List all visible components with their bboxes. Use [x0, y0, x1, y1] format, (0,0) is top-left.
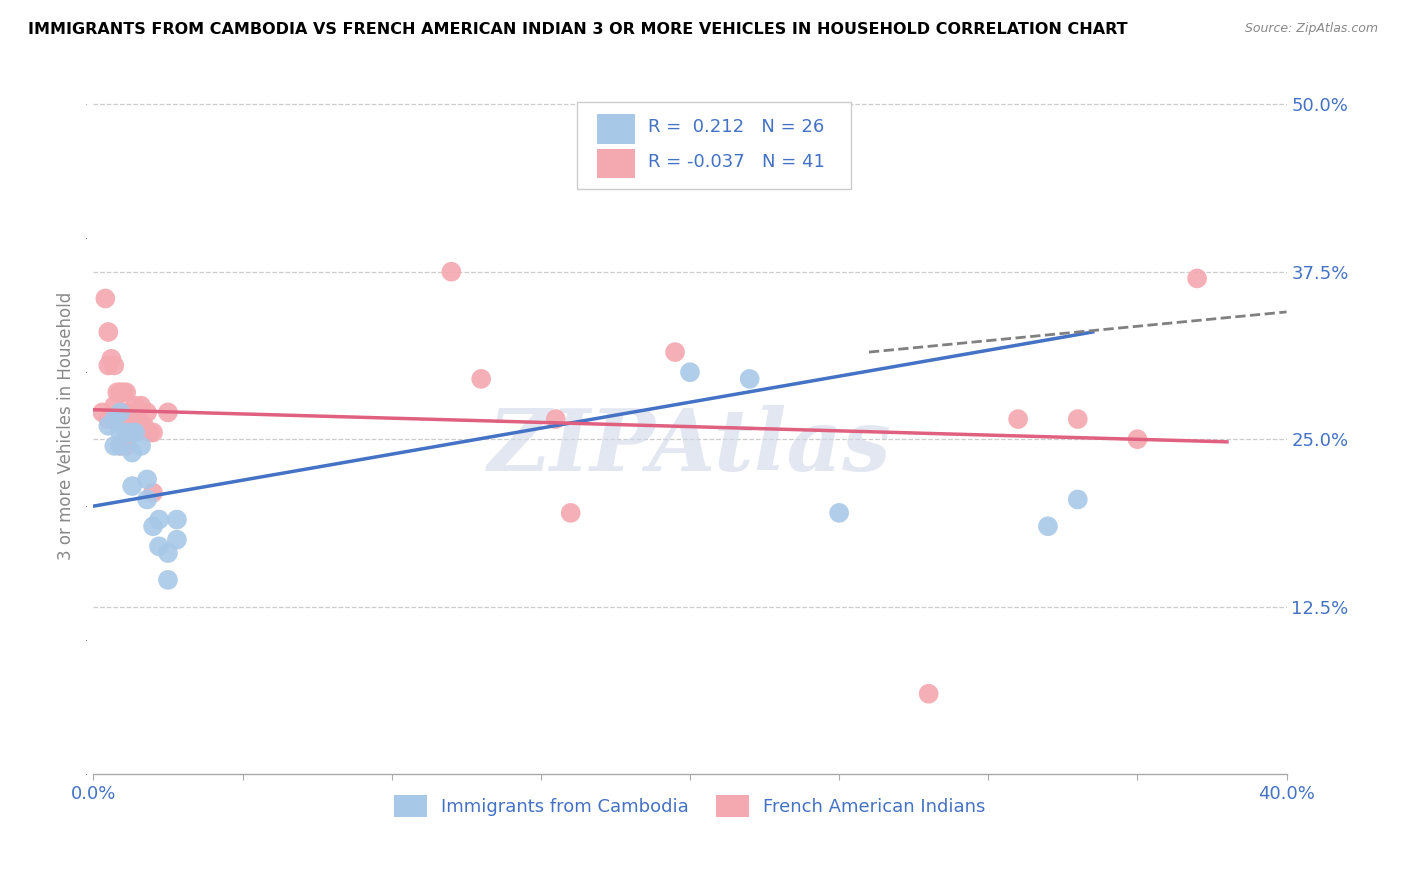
Point [91, 405, 114, 419]
FancyBboxPatch shape [598, 149, 636, 178]
Point [97, 359, 120, 373]
Point [103, 439, 125, 453]
Point [110, 405, 132, 419]
Point [738, 372, 761, 386]
Point [97, 418, 120, 433]
Point [110, 385, 132, 400]
Point [544, 412, 567, 426]
Point [560, 506, 582, 520]
Point [136, 405, 159, 419]
Point [132, 418, 155, 433]
Point [121, 479, 143, 493]
Point [156, 573, 179, 587]
Point [103, 359, 125, 373]
Point [1067, 492, 1090, 507]
Point [97, 325, 120, 339]
Point [121, 412, 143, 426]
Point [105, 412, 128, 426]
Point [156, 546, 179, 560]
Point [917, 687, 939, 701]
Point [112, 385, 135, 400]
Point [110, 405, 132, 419]
Point [121, 445, 143, 459]
Point [664, 345, 686, 359]
Point [139, 425, 162, 440]
Point [129, 439, 152, 453]
Point [110, 439, 132, 453]
Text: IMMIGRANTS FROM CAMBODIA VS FRENCH AMERICAN INDIAN 3 OR MORE VEHICLES IN HOUSEHO: IMMIGRANTS FROM CAMBODIA VS FRENCH AMERI… [28, 22, 1128, 37]
Point [440, 265, 463, 279]
Point [1185, 271, 1208, 285]
Point [142, 519, 165, 533]
Text: R =  0.212   N = 26: R = 0.212 N = 26 [648, 118, 824, 136]
Point [103, 412, 125, 426]
Text: ZIPAtlas: ZIPAtlas [488, 405, 891, 489]
FancyBboxPatch shape [576, 102, 851, 189]
Point [121, 425, 143, 440]
Point [124, 425, 146, 440]
Y-axis label: 3 or more Vehicles in Household: 3 or more Vehicles in Household [58, 292, 75, 560]
Point [156, 405, 179, 419]
Point [828, 506, 851, 520]
Point [97, 412, 120, 426]
Point [124, 399, 146, 413]
Point [166, 533, 188, 547]
Point [1126, 432, 1149, 446]
Point [115, 405, 138, 419]
Point [136, 492, 159, 507]
Point [136, 472, 159, 486]
Point [110, 439, 132, 453]
Point [142, 485, 165, 500]
Point [115, 385, 138, 400]
Point [105, 385, 128, 400]
Point [118, 405, 141, 419]
Point [142, 425, 165, 440]
Legend: Immigrants from Cambodia, French American Indians: Immigrants from Cambodia, French America… [387, 788, 993, 824]
Text: Source: ZipAtlas.com: Source: ZipAtlas.com [1244, 22, 1378, 36]
Point [1036, 519, 1059, 533]
Point [110, 425, 132, 440]
Point [1007, 412, 1029, 426]
FancyBboxPatch shape [598, 114, 636, 144]
Point [679, 365, 702, 379]
Point [127, 412, 149, 426]
Point [129, 399, 152, 413]
Point [94, 292, 117, 306]
Point [112, 405, 135, 419]
Point [148, 512, 170, 526]
Point [115, 439, 138, 453]
Point [148, 540, 170, 554]
Point [1067, 412, 1090, 426]
Point [124, 425, 146, 440]
Text: R = -0.037   N = 41: R = -0.037 N = 41 [648, 153, 825, 171]
Point [121, 425, 143, 440]
Point [103, 399, 125, 413]
Point [115, 425, 138, 440]
Point [100, 351, 122, 366]
Point [470, 372, 492, 386]
Point [166, 512, 188, 526]
